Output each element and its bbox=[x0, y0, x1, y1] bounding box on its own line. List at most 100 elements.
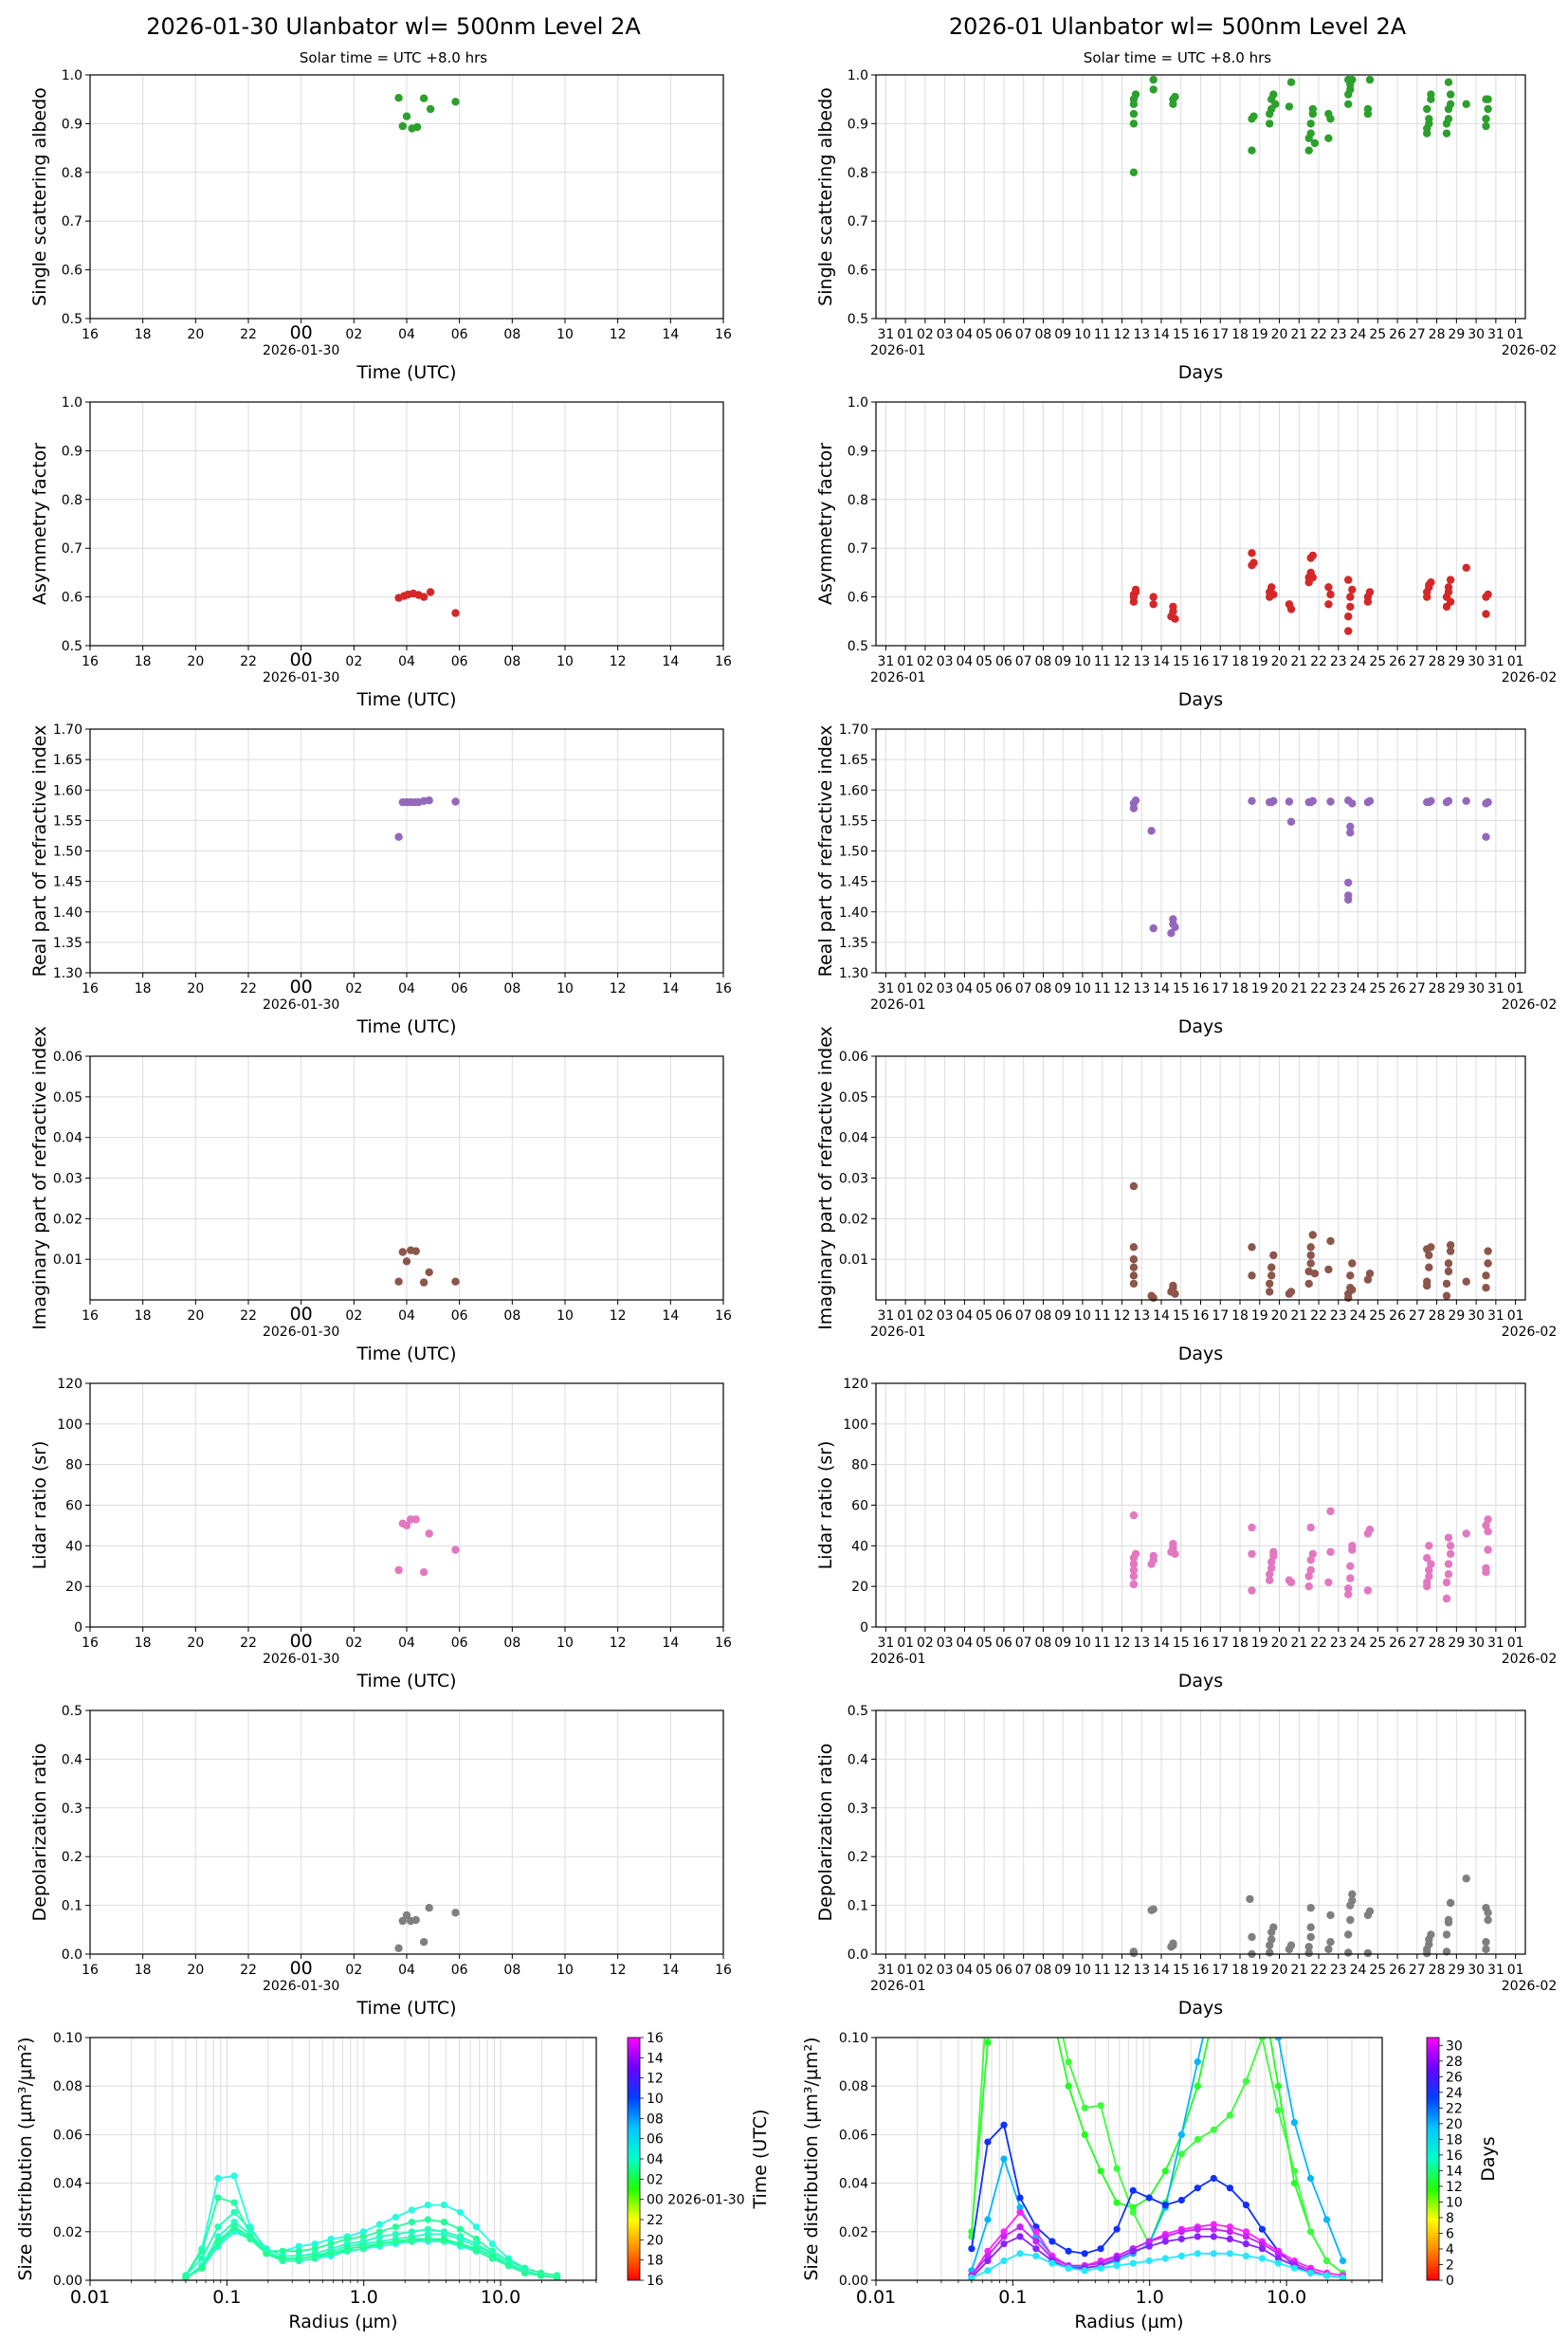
x-tick-label: 30 bbox=[1468, 981, 1485, 996]
series-point bbox=[984, 2138, 992, 2146]
y-tick-label: 1.0 bbox=[848, 395, 868, 411]
series-point bbox=[1177, 2235, 1185, 2243]
y-tick-label: 1.45 bbox=[839, 875, 868, 890]
data-point bbox=[1286, 1578, 1296, 1587]
series-point bbox=[375, 2240, 383, 2248]
x-tick-label: 14 bbox=[662, 654, 679, 669]
y-tick-label: 0.0 bbox=[62, 1947, 82, 1963]
data-point bbox=[1363, 1586, 1373, 1595]
y-tick-label: 120 bbox=[57, 1377, 82, 1392]
colorbar-tick-label: 12 bbox=[1446, 2180, 1463, 2195]
data-point bbox=[1129, 109, 1139, 119]
data-point bbox=[425, 1529, 433, 1538]
x-tick-label: 06 bbox=[451, 1963, 468, 1978]
series-point bbox=[1016, 1889, 1023, 1895]
x-tick-label: 18 bbox=[1231, 1636, 1249, 1651]
x-tick-label: 31 bbox=[1487, 654, 1504, 669]
x-tick-label: 22 bbox=[1310, 654, 1327, 669]
x-tick-label: 01 bbox=[1507, 1308, 1524, 1324]
x-tick-label: 19 bbox=[1251, 327, 1268, 342]
series-point bbox=[311, 2252, 319, 2259]
series-point bbox=[1258, 2240, 1266, 2248]
date-label: 2026-01-30 bbox=[263, 1325, 339, 1340]
data-point bbox=[1308, 573, 1318, 582]
x-tick-label: 09 bbox=[1054, 654, 1071, 669]
data-point bbox=[1484, 1545, 1492, 1554]
series-point bbox=[1000, 2240, 1008, 2248]
x-tick-label: 14 bbox=[662, 1963, 679, 1978]
x-tick-label: 06 bbox=[995, 1636, 1012, 1651]
x-tick-label: 10 bbox=[556, 327, 574, 342]
x-tick-label: 21 bbox=[1290, 981, 1307, 996]
data-point bbox=[1484, 1247, 1492, 1255]
y-tick-label: 1.50 bbox=[839, 845, 868, 860]
x-tick-label: 04 bbox=[956, 1636, 973, 1651]
x-tick-label: 04 bbox=[398, 1636, 415, 1651]
data-point bbox=[1169, 1941, 1177, 1949]
x-tick-label: 08 bbox=[503, 654, 520, 669]
data-point bbox=[1149, 923, 1158, 933]
data-point bbox=[1365, 1526, 1375, 1534]
series-point bbox=[230, 2208, 238, 2216]
date-label: 2026-01-30 bbox=[263, 343, 339, 358]
x-tick-label: 11 bbox=[1094, 327, 1111, 342]
data-point bbox=[1310, 1270, 1320, 1278]
y-tick-label: 1.0 bbox=[62, 395, 82, 411]
y-tick-label: 0.01 bbox=[53, 1252, 82, 1268]
x-tick-label: 00 bbox=[290, 649, 313, 670]
y-tick-label: 1.55 bbox=[839, 814, 868, 829]
colorbar-tick-label: 00 2026-01-30 bbox=[647, 2193, 745, 2208]
month-label-end: 2026-02 bbox=[1502, 1979, 1558, 1994]
x-tick-label: 09 bbox=[1054, 1308, 1071, 1324]
x-tick-label: 09 bbox=[1054, 327, 1071, 342]
series-point bbox=[1242, 2077, 1249, 2085]
x-tick-label: 06 bbox=[995, 1308, 1012, 1324]
y-tick-label: 0.6 bbox=[848, 264, 868, 279]
data-point bbox=[1306, 1251, 1315, 1260]
colorbar-tick-label: 16 bbox=[1446, 2148, 1463, 2164]
series-point bbox=[1339, 2257, 1347, 2265]
y-tick-label: 0.04 bbox=[53, 2177, 82, 2192]
series-point bbox=[214, 2233, 222, 2240]
x-tick-label: 18 bbox=[135, 327, 152, 342]
data-point bbox=[1129, 119, 1139, 128]
data-point bbox=[1171, 1289, 1179, 1298]
y-tick-label: 60 bbox=[65, 1499, 82, 1514]
data-point bbox=[1462, 100, 1470, 109]
x-tick-label: 01 bbox=[897, 327, 914, 342]
data-point bbox=[1446, 90, 1455, 99]
x-tick-label: 04 bbox=[398, 654, 415, 669]
x-tick-label: 00 bbox=[290, 322, 313, 343]
x-tick-label: 10 bbox=[556, 654, 574, 669]
x-tick-label: 31 bbox=[877, 1308, 894, 1324]
series-point bbox=[1177, 2252, 1185, 2259]
data-point bbox=[1326, 1938, 1335, 1947]
x-tick-label: 24 bbox=[1350, 327, 1367, 342]
x-tick-label: 22 bbox=[240, 1963, 257, 1978]
series-point bbox=[1210, 2126, 1217, 2133]
x-tick-label: 19 bbox=[1251, 654, 1268, 669]
y-axis-label: Real part of refractive index bbox=[815, 725, 836, 978]
x-tick-label: 18 bbox=[135, 654, 152, 669]
x-tick-label: 16 bbox=[82, 981, 99, 996]
x-tick-label: 20 bbox=[1271, 1636, 1288, 1651]
series-point bbox=[1290, 2119, 1298, 2127]
data-point bbox=[1344, 612, 1353, 621]
x-tick-label: 16 bbox=[82, 1308, 99, 1324]
series-point bbox=[295, 2255, 302, 2262]
y-tick-label: 0.06 bbox=[839, 1050, 868, 1065]
depol-month-panel: 0.00.10.20.30.40.531 01 02 03 04 05 06 07 08 09 10… bbox=[815, 1704, 1557, 2019]
series-point bbox=[504, 2262, 513, 2270]
data-point bbox=[1266, 1576, 1274, 1584]
data-point bbox=[1346, 829, 1355, 837]
x-tick-label: 01 bbox=[897, 1963, 914, 1978]
data-point bbox=[419, 94, 428, 102]
series-point bbox=[1161, 2255, 1169, 2262]
x-tick-label: 00 bbox=[290, 977, 313, 997]
data-point bbox=[1365, 1270, 1375, 1278]
x-tick-label: 21 bbox=[1290, 1308, 1307, 1324]
y-tick-label: 0.5 bbox=[848, 1704, 868, 1719]
data-point bbox=[1446, 1241, 1455, 1250]
x-tick-label: 04 bbox=[956, 327, 973, 342]
x-tick-label: 25 bbox=[1369, 1963, 1386, 1978]
